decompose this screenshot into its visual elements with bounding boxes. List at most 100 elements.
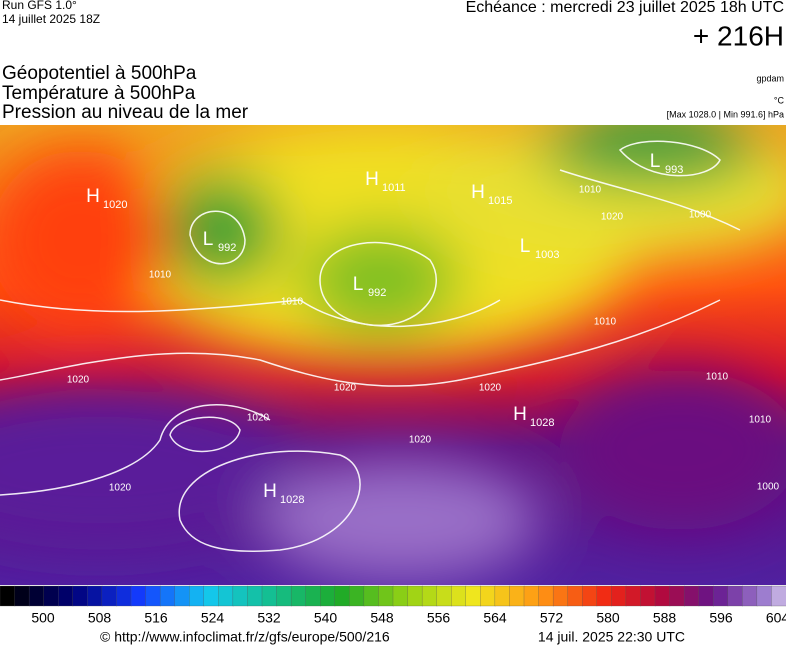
colorbar-swatch — [276, 585, 292, 607]
colorbar-label: 540 — [314, 610, 338, 626]
center-letter: L — [203, 229, 214, 250]
colorbar-swatch — [407, 585, 423, 607]
isobar-label: 1010 — [706, 372, 729, 383]
colorbar-swatch — [436, 585, 452, 607]
colorbar-swatch — [654, 585, 671, 607]
center-value: 1028 — [530, 417, 554, 429]
colorbar-swatch — [451, 585, 467, 607]
center-value: 1003 — [535, 249, 559, 261]
colorbar-swatch — [14, 585, 30, 607]
colorbar-label: 548 — [370, 610, 394, 626]
colorbar-swatch — [611, 585, 627, 607]
colorbar-swatch — [116, 585, 132, 607]
center-value: 1020 — [103, 199, 127, 211]
isobar-label: 1020 — [479, 383, 502, 394]
source-url: © http://www.infoclimat.fr/z/gfs/europe/… — [100, 629, 390, 645]
colorbar-swatch — [582, 585, 598, 607]
isobar-label: 1020 — [334, 383, 357, 394]
colorbar-label: 532 — [257, 610, 281, 626]
colorbar-swatch — [509, 585, 525, 607]
colorbar-swatch — [567, 585, 583, 607]
colorbar-swatch — [349, 585, 365, 607]
isobar-label: 1020 — [67, 375, 90, 386]
colorbar-swatch — [742, 585, 758, 607]
colorbar-swatch — [72, 585, 88, 607]
colorbar-swatch — [305, 585, 321, 607]
center-value: 1015 — [488, 195, 512, 207]
colorbar-swatch — [378, 585, 394, 607]
colorbar-label: 580 — [596, 610, 620, 626]
colorbar-swatch — [218, 585, 234, 607]
center-letter: L — [650, 151, 661, 172]
center-value: 1028 — [280, 494, 304, 506]
colorbar-swatch — [480, 585, 496, 607]
colorbar-swatch — [145, 585, 161, 607]
layer-name: Pression au niveau de la mer — [2, 102, 249, 123]
center-letter: L — [520, 236, 531, 257]
center-letter: H — [86, 186, 100, 207]
colorbar-swatch — [683, 585, 700, 607]
colorbar-swatch — [247, 585, 263, 607]
colorbar-label: 572 — [540, 610, 564, 626]
colorbar-label: 516 — [144, 610, 168, 626]
colorbar-swatch — [189, 585, 205, 607]
colorbar-swatch — [421, 585, 438, 607]
colorbar-swatch — [0, 585, 16, 607]
colorbar-label: 596 — [709, 610, 733, 626]
center-letter: L — [353, 274, 364, 295]
colorbar-swatch — [698, 585, 714, 607]
colorbar-swatch — [334, 585, 350, 607]
colorbar-swatch — [538, 585, 554, 607]
colorbar-swatch — [756, 585, 773, 607]
isobar-label: 1020 — [409, 435, 432, 446]
layer-name: Température à 500hPa — [2, 83, 196, 104]
unit-label: [Max 1028.0 | Min 991.6] hPa — [667, 109, 784, 119]
colorbar-swatch — [290, 585, 307, 607]
lead-time: + 216H — [693, 20, 784, 51]
center-value: 992 — [218, 242, 236, 254]
isobar-label: 1010 — [749, 415, 772, 426]
colorbar-swatch — [713, 585, 729, 607]
isobar-label: 1020 — [247, 413, 270, 424]
unit-label: °C — [774, 95, 785, 105]
center-letter: H — [513, 404, 527, 425]
colorbar-swatch — [727, 585, 743, 607]
isobar-label: 1020 — [109, 483, 132, 494]
map — [0, 125, 786, 585]
isobar-label: 1010 — [149, 270, 172, 281]
colorbar-label: 500 — [31, 610, 55, 626]
colorbar-swatch — [465, 585, 481, 607]
center-value: 993 — [665, 164, 683, 176]
colorbar-swatch — [43, 585, 59, 607]
colorbar-swatch — [130, 585, 147, 607]
colorbar-swatch — [320, 585, 336, 607]
colorbar-swatch — [174, 585, 190, 607]
colorbar-swatch — [552, 585, 569, 607]
colorbar-swatch — [101, 585, 118, 607]
colorbar-swatch — [523, 585, 540, 607]
echeance: Echéance : mercredi 23 juillet 2025 18h … — [466, 0, 784, 16]
isobar-label: 1000 — [757, 482, 780, 493]
render-time: 14 juil. 2025 22:30 UTC — [538, 629, 685, 645]
colorbar-swatch — [87, 585, 103, 607]
colorbar-swatch — [363, 585, 380, 607]
colorbar-swatch — [771, 585, 786, 607]
isobar-label: 1010 — [579, 185, 602, 196]
colorbar-label: 604 — [766, 610, 786, 626]
run-date: 14 juillet 2025 18Z — [2, 12, 100, 26]
isobar-label: 1000 — [689, 210, 712, 221]
center-letter: H — [365, 169, 379, 190]
center-value: 992 — [368, 287, 386, 299]
colorbar-swatch — [232, 585, 249, 607]
colorbar-label: 588 — [653, 610, 677, 626]
colorbar-label: 524 — [201, 610, 225, 626]
colorbar-swatch — [669, 585, 685, 607]
layer-name: Géopotentiel à 500hPa — [2, 63, 197, 84]
colorbar-swatch — [58, 585, 74, 607]
colorbar-swatch — [640, 585, 656, 607]
colorbar-swatch — [159, 585, 176, 607]
center-letter: H — [263, 481, 277, 502]
isobar-label: 1010 — [281, 297, 304, 308]
isobar-label: 1020 — [601, 212, 624, 223]
